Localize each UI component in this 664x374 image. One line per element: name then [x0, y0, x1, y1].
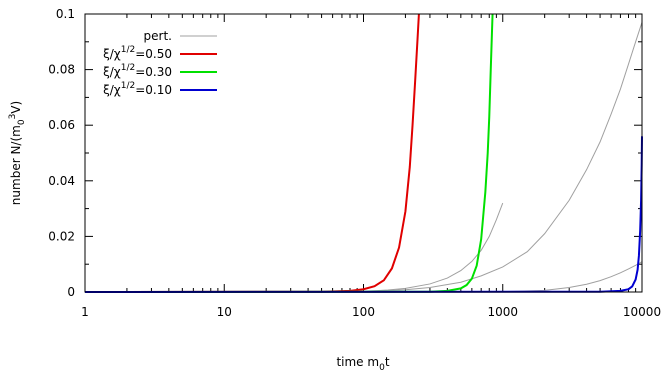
series-line-1 — [84, 13, 420, 293]
x-axis-label: time m0t — [336, 355, 389, 373]
y-tick-label: 0.02 — [48, 229, 75, 243]
legend-label-2: ξ/χ1/2=0.30 — [103, 63, 172, 79]
legend: pert. ξ/χ1/2=0.50 ξ/χ1/2=0.30 ξ/χ1/2=0.10 — [103, 29, 217, 97]
series-pert-curve-1 — [84, 22, 643, 293]
y-tick-label: 0.04 — [48, 174, 75, 188]
y-tick-label: 0.1 — [56, 7, 75, 21]
y-axis-label-tail: V) — [9, 101, 23, 114]
x-axis-label-sub: 0 — [379, 363, 385, 373]
series-pert-curve-3 — [84, 202, 504, 293]
y-tick-labels: 0 0.02 0.04 0.06 0.08 0.1 — [48, 7, 75, 299]
x-tick-label: 100 — [352, 305, 375, 319]
series-line-2 — [84, 13, 494, 293]
plot-frame — [84, 13, 643, 293]
legend-label-1: ξ/χ1/2=0.50 — [103, 45, 172, 61]
series-line-3 — [84, 136, 643, 293]
y-axis-label: number N/(m03V) — [8, 101, 27, 205]
y-tick-label: 0.08 — [48, 63, 75, 77]
y-axis-label-sup: 3 — [8, 114, 18, 120]
y-tick-label: 0.06 — [48, 118, 75, 132]
x-tick-label: 1 — [81, 305, 89, 319]
x-tick-labels: 1 10 100 1000 10000 — [81, 305, 661, 319]
y-tick-label: 0 — [67, 285, 75, 299]
legend-label-0: pert. — [144, 29, 172, 43]
x-axis-label-tail: t — [385, 355, 390, 369]
x-tick-label: 10 — [217, 305, 232, 319]
y-axis-label-sub: 0 — [17, 119, 27, 125]
legend-label-3: ξ/χ1/2=0.10 — [103, 81, 172, 97]
x-axis-label-main: time m — [336, 355, 379, 369]
y-axis-label-main: number N/(m — [9, 125, 23, 205]
series-layer — [84, 13, 643, 293]
x-tick-label: 10000 — [623, 305, 661, 319]
x-tick-label: 1000 — [487, 305, 518, 319]
